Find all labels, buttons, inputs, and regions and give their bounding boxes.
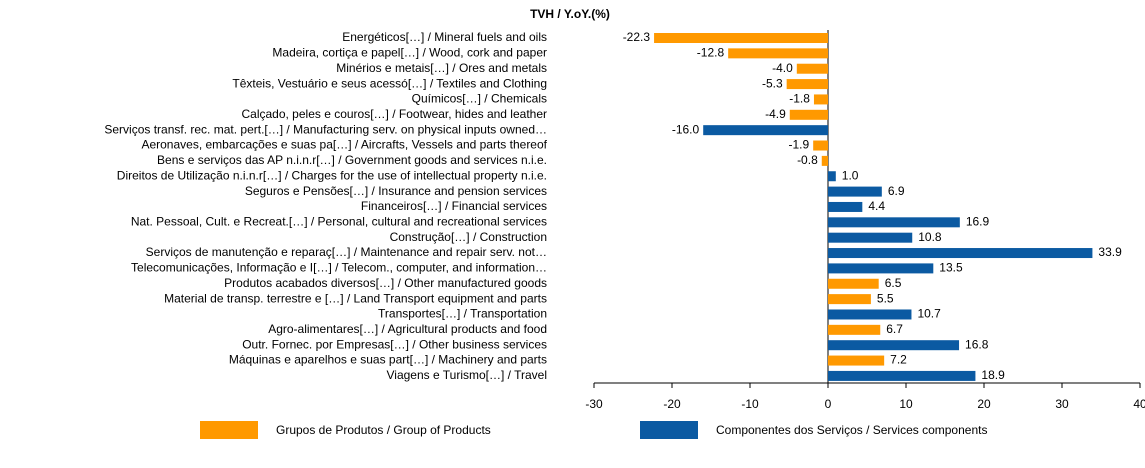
- data-label: 16.8: [965, 337, 989, 351]
- data-label: 4.4: [868, 199, 885, 213]
- bar: [828, 248, 1093, 259]
- bar: [789, 109, 828, 120]
- y-tick-label: Seguros e Pensões[…] / Insurance and pen…: [245, 184, 547, 198]
- bar: [828, 232, 913, 243]
- x-tick-label: 30: [1055, 397, 1069, 411]
- data-label: 10.8: [918, 230, 942, 244]
- bar: [828, 340, 960, 351]
- data-label: -4.0: [772, 61, 793, 75]
- y-tick-label: Transportes[…] / Transportation: [378, 307, 547, 321]
- x-tick-label: 0: [825, 397, 832, 411]
- y-tick-label: Serviços transf. rec. mat. pert.[…] / Ma…: [104, 122, 547, 136]
- bar: [828, 217, 960, 228]
- y-tick-label: Calçado, peles e couros[…] / Footwear, h…: [241, 107, 547, 121]
- data-label: 33.9: [1098, 245, 1122, 259]
- legend-label: Componentes dos Serviços / Services comp…: [716, 423, 987, 437]
- y-tick-label: Químicos[…] / Chemicals: [412, 92, 547, 106]
- y-tick-label: Telecomunicações, Informação e I[…] / Te…: [131, 261, 547, 275]
- bar: [813, 94, 828, 105]
- y-tick-label: Material de transp. terrestre e […] / La…: [164, 291, 547, 305]
- data-label: 18.9: [981, 368, 1005, 382]
- data-label: 6.7: [886, 322, 903, 336]
- y-tick-label: Viagens e Turismo[…] / Travel: [386, 368, 547, 382]
- bar: [821, 155, 828, 166]
- data-label: -1.8: [789, 92, 810, 106]
- x-tick-label: -10: [741, 397, 759, 411]
- y-tick-label: Energéticos[…] / Mineral fuels and oils: [342, 30, 547, 44]
- data-label: -4.9: [765, 107, 786, 121]
- chart-title: TVH / Y.oY.(%): [530, 7, 610, 21]
- data-label: -0.8: [797, 153, 818, 167]
- data-label: -5.3: [762, 76, 783, 90]
- y-tick-label: Produtos acabados diversos[…] / Other ma…: [224, 276, 547, 290]
- y-tick-label: Madeira, cortiça e papel[…] / Wood, cork…: [272, 46, 547, 60]
- y-tick-label: Financeiros[…] / Financial services: [361, 199, 547, 213]
- y-tick-label: Minérios e metais[…] / Ores and metals: [336, 61, 547, 75]
- bar: [828, 201, 863, 212]
- data-label: 6.9: [888, 184, 905, 198]
- bar: [786, 79, 828, 90]
- x-tick-label: 10: [899, 397, 913, 411]
- data-label: -12.8: [697, 46, 725, 60]
- bar: [828, 324, 881, 335]
- y-tick-label: Direitos de Utilização n.i.n.r[…] / Char…: [117, 168, 547, 182]
- y-tick-label: Máquinas e aparelhos e suas part[…] / Ma…: [229, 353, 547, 367]
- y-tick-label: Outr. Fornec. por Empresas[…] / Other bu…: [242, 337, 547, 351]
- y-tick-label: Serviços de manutenção e reparaç[…] / Ma…: [146, 245, 547, 259]
- data-label: 5.5: [877, 291, 894, 305]
- y-tick-label: Bens e serviços das AP n.i.n.r[…] / Gove…: [157, 153, 547, 167]
- legend-swatch: [640, 421, 698, 439]
- data-label: -22.3: [623, 30, 651, 44]
- data-label: -16.0: [672, 122, 700, 136]
- bar: [828, 186, 882, 197]
- bar: [828, 278, 879, 289]
- bar: [703, 125, 828, 136]
- x-tick-label: -30: [585, 397, 603, 411]
- legend-label: Grupos de Produtos / Group of Products: [276, 423, 491, 437]
- x-tick-label: -20: [663, 397, 681, 411]
- data-label: -1.9: [788, 138, 809, 152]
- y-tick-label: Agro-alimentares[…] / Agricultural produ…: [268, 322, 547, 336]
- bar: [828, 370, 976, 381]
- bar: [828, 263, 934, 274]
- bar: [828, 294, 871, 305]
- y-tick-label: Nat. Pessoal, Cult. e Recreat.[…] / Pers…: [131, 214, 547, 228]
- legend-swatch: [200, 421, 258, 439]
- bar: [796, 63, 828, 74]
- bar: [654, 33, 828, 43]
- bar: [813, 140, 828, 151]
- bar: [828, 309, 912, 320]
- y-tick-label: Construção[…] / Construction: [390, 230, 547, 244]
- data-label: 13.5: [939, 261, 963, 275]
- data-label: 7.2: [890, 353, 907, 367]
- bar: [828, 171, 836, 182]
- x-tick-label: 20: [977, 397, 991, 411]
- data-label: 16.9: [966, 214, 990, 228]
- y-tick-label: Aeronaves, embarcações e suas pa[…] / Ai…: [141, 138, 547, 152]
- y-tick-label: Têxteis, Vestuário e seus acessó[…] / Te…: [232, 76, 547, 90]
- data-label: 1.0: [842, 168, 859, 182]
- bar: [728, 48, 828, 59]
- data-label: 10.7: [917, 307, 941, 321]
- bar: [828, 355, 885, 366]
- data-label: 6.5: [885, 276, 902, 290]
- x-tick-label: 40: [1133, 397, 1145, 411]
